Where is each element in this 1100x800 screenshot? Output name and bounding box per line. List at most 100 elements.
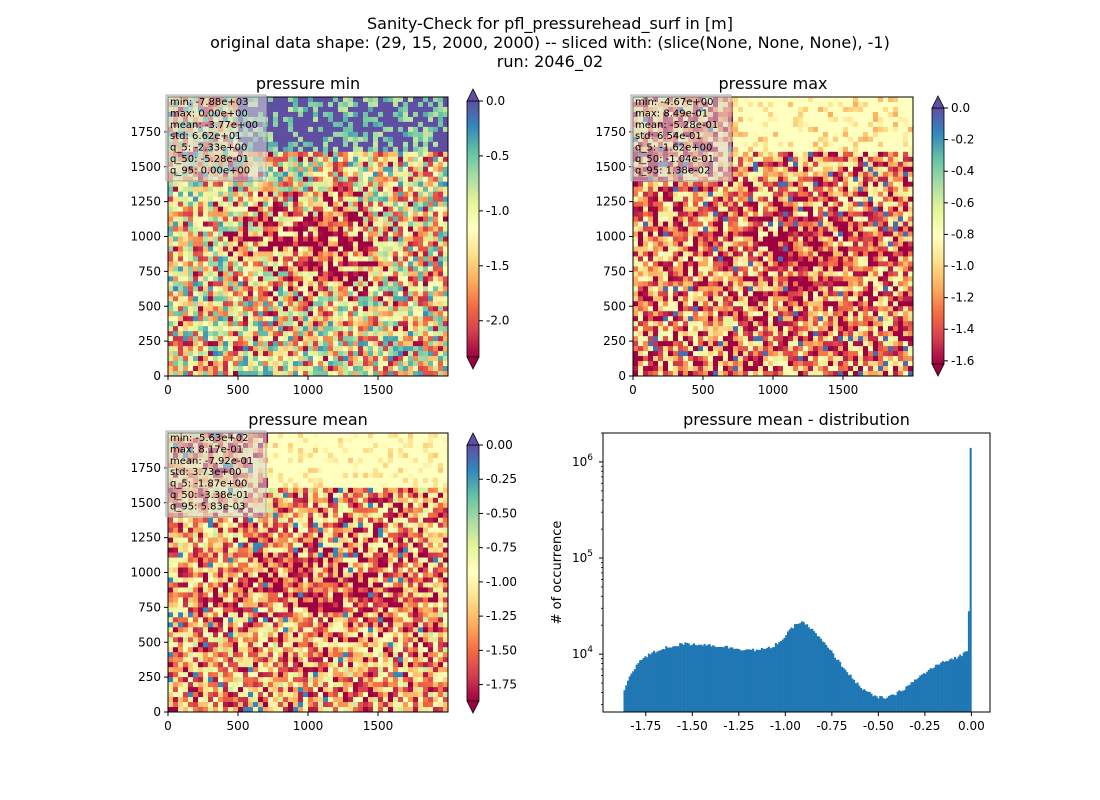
heatmap-cell: [258, 301, 264, 307]
heatmap-cell: [378, 341, 384, 347]
heatmap-cell: [758, 106, 764, 113]
heatmap-cell: [338, 226, 344, 232]
heatmap-cell: [363, 251, 369, 257]
heatmap-cell: [398, 111, 404, 118]
heatmap-cell: [743, 276, 749, 282]
heatmap-cell: [273, 151, 279, 158]
heatmap-cell: [353, 276, 359, 282]
heatmap-cell: [193, 266, 199, 272]
heatmap-cell: [723, 236, 729, 242]
heatmap-cell: [738, 266, 744, 272]
heatmap-cell: [258, 261, 264, 267]
heatmap-cell: [633, 246, 639, 252]
heatmap-cell: [778, 301, 784, 307]
heatmap-cell: [638, 261, 644, 267]
heatmap-cell: [788, 221, 794, 227]
heatmap-cell: [643, 251, 649, 257]
heatmap-cell: [388, 241, 394, 247]
heatmap-cell: [233, 181, 239, 188]
heatmap-cell: [388, 211, 394, 217]
heatmap-cell: [378, 251, 384, 257]
heatmap-cell: [758, 331, 764, 337]
heatmap-cell: [743, 316, 749, 322]
heatmap-cell: [708, 301, 714, 307]
heatmap-cell: [353, 316, 359, 322]
heatmap-cell: [678, 336, 684, 342]
heatmap-cell: [428, 341, 434, 347]
heatmap-cell: [643, 281, 649, 287]
heatmap-cell: [298, 281, 304, 287]
heatmap-cell: [403, 136, 409, 143]
heatmap-cell: [683, 331, 689, 337]
heatmap-cell: [368, 371, 374, 377]
heatmap-cell: [723, 371, 729, 377]
heatmap-cell: [758, 261, 764, 267]
heatmap-cell: [383, 151, 389, 158]
heatmap-cell: [753, 306, 759, 312]
heatmap-cell: [388, 146, 394, 153]
heatmap-cell: [698, 371, 704, 377]
heatmap-cell: [273, 161, 279, 168]
heatmap-cell: [758, 231, 764, 237]
heatmap-cell: [348, 371, 354, 377]
heatmap-cell: [768, 231, 774, 237]
heatmap-cell: [398, 336, 404, 342]
heatmap-cell: [353, 116, 359, 123]
heatmap-cell: [673, 301, 679, 307]
heatmap-cell: [308, 131, 314, 138]
heatmap-cell: [443, 126, 449, 133]
heatmap-cell: [248, 351, 254, 357]
heatmap-cell: [678, 296, 684, 302]
heatmap-cell: [648, 336, 654, 342]
heatmap-cell: [753, 206, 759, 212]
heatmap-cell: [308, 106, 314, 113]
heatmap-cell: [263, 291, 269, 297]
heatmap-cell: [688, 316, 694, 322]
heatmap-cell: [328, 241, 334, 247]
heatmap-cell: [318, 211, 324, 217]
heatmap-cell: [188, 231, 194, 237]
heatmap-cell: [443, 136, 449, 143]
heatmap-cell: [313, 226, 319, 232]
heatmap-cell: [753, 311, 759, 317]
heatmap-cell: [748, 296, 754, 302]
heatmap-cell: [228, 191, 234, 198]
heatmap-cell: [303, 251, 309, 257]
heatmap-cell: [318, 321, 324, 327]
heatmap-cell: [238, 361, 244, 367]
heatmap-cell: [778, 356, 784, 362]
heatmap-cell: [433, 151, 439, 158]
heatmap-cell: [698, 296, 704, 302]
heatmap-cell: [308, 281, 314, 287]
heatmap-cell: [713, 331, 719, 337]
heatmap-cell: [263, 251, 269, 257]
heatmap-cell: [343, 326, 349, 332]
heatmap-cell: [418, 201, 424, 208]
heatmap-cell: [383, 306, 389, 312]
heatmap-cell: [783, 121, 789, 128]
heatmap-cell: [778, 201, 784, 208]
heatmap-cell: [678, 251, 684, 257]
heatmap-cell: [793, 151, 799, 158]
heatmap-cell: [638, 316, 644, 322]
heatmap-cell: [648, 306, 654, 312]
heatmap-cell: [428, 111, 434, 118]
heatmap-cell: [713, 306, 719, 312]
heatmap-cell: [183, 266, 189, 272]
heatmap-cell: [658, 206, 664, 212]
heatmap-cell: [783, 206, 789, 212]
heatmap-cell: [243, 316, 249, 322]
heatmap-cell: [168, 296, 174, 302]
heatmap-cell: [723, 326, 729, 332]
heatmap-cell: [773, 301, 779, 307]
heatmap-cell: [278, 246, 284, 252]
heatmap-cell: [723, 261, 729, 267]
heatmap-cell: [383, 276, 389, 282]
heatmap-cell: [168, 306, 174, 312]
heatmap-cell: [318, 146, 324, 153]
heatmap-cell: [703, 366, 709, 372]
heatmap-cell: [233, 271, 239, 277]
heatmap-cell: [688, 241, 694, 247]
heatmap-cell: [763, 351, 769, 357]
heatmap-cell: [213, 306, 219, 312]
